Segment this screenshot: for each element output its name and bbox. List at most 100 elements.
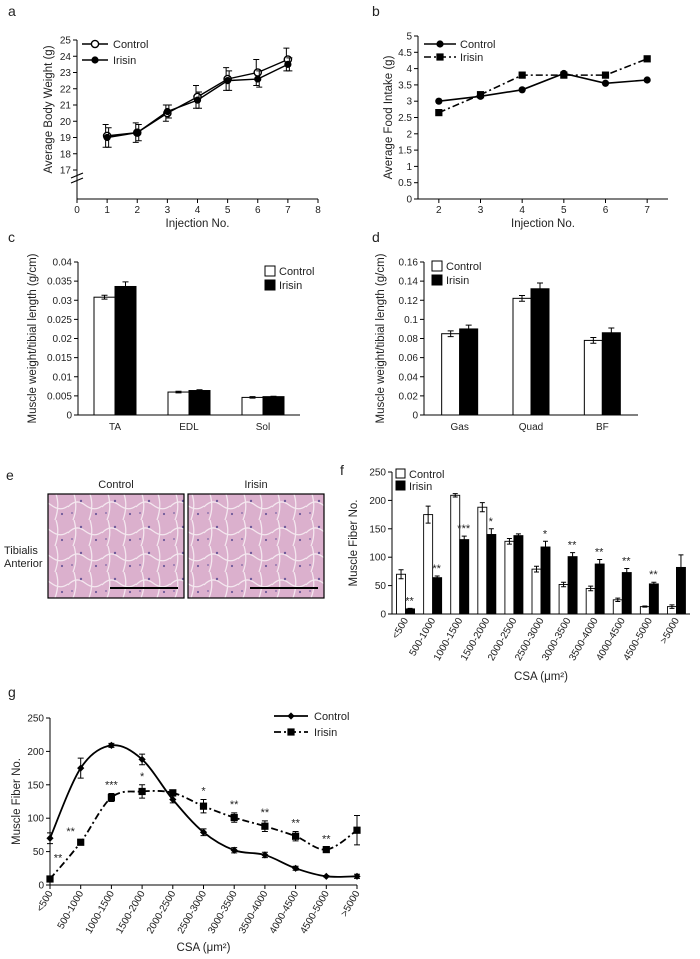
bar-control	[241, 396, 264, 416]
data-point-irisin	[476, 91, 485, 99]
significance-marker: **	[54, 853, 63, 865]
error-bar	[398, 569, 404, 580]
y-tick-label: 0	[412, 411, 418, 422]
data-point-irisin	[284, 60, 292, 68]
error-bar	[425, 505, 431, 524]
x-category-label: Quad	[519, 422, 543, 433]
x-axis-title: Injection No.	[166, 218, 230, 230]
y-tick-label: 250	[369, 468, 386, 479]
bar-irisin	[621, 572, 632, 615]
legend-marker	[91, 56, 99, 64]
y-tick-label: 0	[380, 610, 386, 621]
x-tick-label: 8	[315, 205, 321, 216]
y-tick-label: 0.08	[399, 334, 419, 345]
legend-swatch	[395, 480, 406, 491]
legend-label: Irisin	[446, 275, 469, 287]
x-category-label: >5000	[339, 889, 363, 919]
y-tick-label: 0.1	[404, 315, 418, 326]
y-tick-label: 50	[33, 847, 45, 858]
x-category-label: 2500-3000	[176, 889, 210, 936]
data-point-control	[261, 851, 269, 859]
x-tick-label: 6	[603, 205, 609, 216]
bar-control	[167, 391, 190, 416]
error-bar	[447, 330, 454, 338]
data-point-irisin	[103, 133, 111, 142]
data-point-irisin	[601, 71, 610, 79]
legend-label: Irisin	[279, 280, 302, 292]
y-tick-label: 0.02	[399, 391, 419, 402]
bar-control	[93, 296, 116, 416]
y-tick-label: 0.01	[53, 372, 73, 383]
y-tick-label: 5	[406, 32, 412, 43]
x-category-label: 1500-2000	[114, 889, 148, 936]
y-axis-title: Average Body Weight (g)	[43, 45, 55, 173]
error-bar	[122, 281, 129, 292]
error-bar	[537, 282, 543, 296]
legend-label: Irisin	[460, 52, 483, 64]
legend-label: Control	[409, 469, 444, 481]
y-tick-label: 0.035	[47, 277, 72, 288]
y-tick-label: 0.12	[399, 296, 419, 307]
y-tick-label: 0.06	[399, 353, 419, 364]
y-tick-label: 20	[60, 117, 72, 128]
x-category-label: Sol	[256, 422, 270, 433]
legend-marker	[287, 712, 295, 720]
data-point-control	[643, 76, 651, 84]
y-tick-label: 24	[60, 52, 72, 63]
error-bar	[407, 607, 413, 610]
data-point-control	[601, 79, 610, 87]
error-bar	[270, 395, 277, 398]
micrograph-title: Control	[98, 479, 133, 491]
y-tick-label: 3.5	[398, 80, 412, 91]
bar-irisin	[459, 539, 470, 615]
axis-break-mark	[70, 172, 84, 184]
error-bar	[534, 565, 539, 573]
y-tick-label: 18	[60, 149, 72, 160]
x-axis-title: Injection No.	[511, 218, 575, 230]
row-label: Tibialis	[4, 545, 38, 557]
series-line-control	[438, 72, 648, 102]
y-axis-title: Muscle weight/tibial length (g/cm)	[375, 253, 387, 423]
panel-letter: e	[6, 467, 14, 483]
y-tick-label: 100	[369, 553, 386, 564]
y-tick-label: 4	[406, 64, 412, 75]
data-point-irisin	[560, 71, 568, 79]
error-bar	[479, 502, 485, 513]
bar-irisin	[262, 396, 285, 416]
x-category-label: 500-1000	[56, 889, 87, 931]
data-point-irisin	[77, 838, 85, 846]
data-point-control	[169, 795, 177, 804]
data-point-control	[107, 741, 115, 749]
legend-swatch	[431, 260, 443, 272]
bar-irisin	[432, 577, 443, 615]
data-point-irisin	[163, 107, 171, 116]
x-tick-label: 1	[104, 205, 110, 216]
x-category-label: 1000-1500	[84, 889, 118, 936]
x-category-label: EDL	[179, 422, 199, 433]
x-tick-label: 2	[134, 205, 140, 216]
y-tick-label: 0.04	[399, 372, 419, 383]
error-bar	[543, 540, 548, 554]
data-point-control	[353, 872, 361, 880]
significance-marker: ***	[457, 523, 471, 535]
significance-marker: **	[66, 826, 75, 838]
bar-control	[441, 333, 461, 416]
micrograph-image	[47, 493, 185, 599]
error-bar	[624, 568, 630, 578]
y-tick-label: 0	[406, 195, 412, 206]
y-tick-label: 0.5	[398, 178, 412, 189]
bar-control	[396, 573, 406, 615]
x-category-label: Gas	[450, 422, 468, 433]
data-point-irisin	[138, 787, 146, 796]
series-line-irisin	[438, 58, 648, 114]
x-category-label: <500	[35, 889, 56, 914]
y-tick-label: 200	[27, 747, 44, 758]
x-tick-label: 5	[561, 205, 567, 216]
x-axis-title: CSA (μm²)	[177, 942, 231, 954]
panel-letter: f	[340, 462, 344, 478]
error-bar	[506, 537, 512, 545]
x-tick-label: 4	[195, 205, 201, 216]
significance-marker: ***	[105, 779, 119, 791]
error-bar	[608, 327, 615, 339]
legend-marker	[287, 728, 295, 736]
